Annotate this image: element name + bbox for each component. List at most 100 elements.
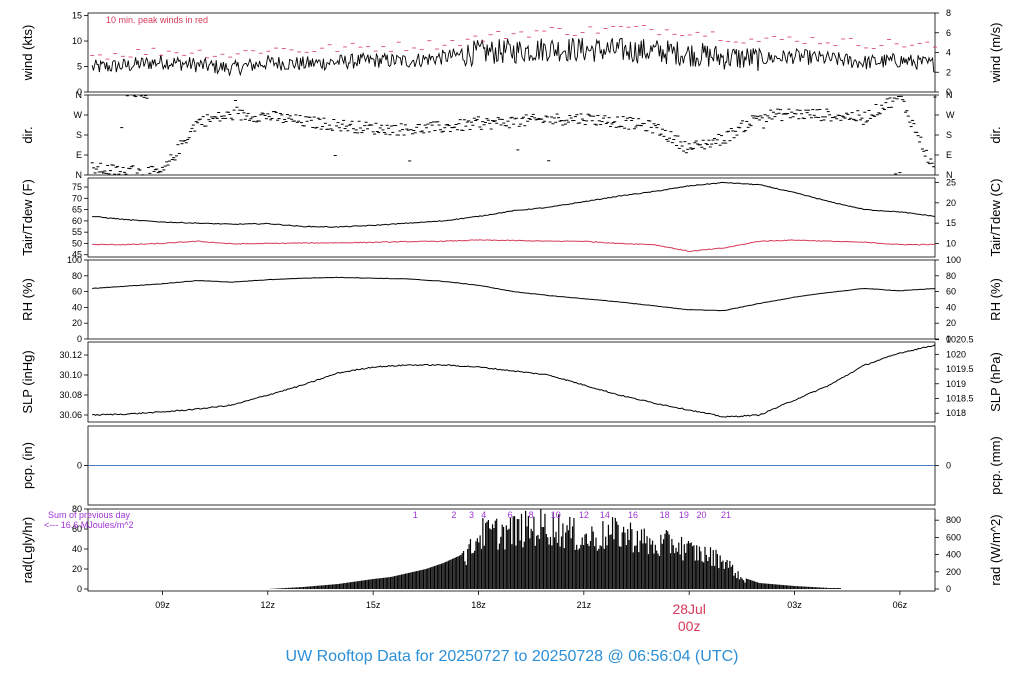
tick-label-right: 15	[946, 218, 956, 228]
tick-label-left: 55	[72, 227, 82, 237]
radiation-hour-label: 6	[508, 510, 513, 520]
tick-label-left: 30.06	[59, 410, 82, 420]
tick-label-left: 60	[72, 216, 82, 226]
tick-label-left: S	[76, 130, 82, 140]
tick-label-right: 10	[946, 238, 956, 248]
tick-label-right: 1018	[946, 408, 966, 418]
tick-label-left: 45	[72, 250, 82, 260]
tick-label-left: 10	[72, 36, 82, 46]
tick-label-left: 30.10	[59, 370, 82, 380]
date-marker-time: 00z	[678, 618, 701, 634]
tick-label-left: 0	[77, 461, 82, 471]
tick-label-left: 60	[72, 524, 82, 534]
tick-label-left: N	[76, 90, 83, 100]
tick-label-right: 25	[946, 178, 956, 188]
y-axis-label-right: RH (%)	[988, 278, 1003, 321]
radiation-hour-label: 1	[413, 510, 418, 520]
y-axis-label-left: rad(Lgly/hr)	[20, 517, 35, 583]
panel-frame-slp	[87, 341, 936, 423]
tick-label-right: 200	[946, 567, 961, 577]
tick-label-right: 800	[946, 515, 961, 525]
y-axis-label-left: Tair/Tdew (F)	[20, 179, 35, 256]
tick-label-left: E	[76, 150, 82, 160]
tick-label-left: 80	[72, 504, 82, 514]
panel-annotation-wind: 10 min. peak winds in red	[106, 15, 208, 25]
tick-label-left: 0	[77, 584, 82, 594]
tick-label-right: 1019	[946, 379, 966, 389]
tick-label-right: N	[946, 90, 953, 100]
tick-label-right: 400	[946, 550, 961, 560]
radiation-hour-label: 14	[600, 510, 610, 520]
tick-label-right: E	[946, 150, 952, 160]
tick-label-left: N	[76, 170, 83, 180]
panel-frame-dir	[87, 94, 936, 176]
radiation-hour-label: 10	[551, 510, 561, 520]
series-line-tair	[92, 181, 936, 228]
y-axis-label-left: SLP (inHg)	[20, 350, 35, 413]
x-tick-label: 18z	[471, 600, 486, 610]
tick-label-left: 5	[77, 62, 82, 72]
x-tick-label: 06z	[893, 600, 908, 610]
y-axis-label-left: pcp. (in)	[20, 442, 35, 489]
tick-label-right: 40	[946, 302, 956, 312]
radiation-hour-label: 4	[481, 510, 486, 520]
radiation-hour-label: 3	[469, 510, 474, 520]
y-axis-label-right: pcp. (mm)	[988, 436, 1003, 495]
tick-label-left: 50	[72, 238, 82, 248]
tick-label-right: 60	[946, 287, 956, 297]
radiation-hour-label: 2	[451, 510, 456, 520]
tick-label-right: N	[946, 170, 953, 180]
tick-label-right: 0	[946, 461, 951, 471]
panel-frame-temp	[87, 177, 936, 258]
chart-footer-title: UW Rooftop Data for 20250727 to 20250728…	[0, 648, 1024, 666]
radiation-hour-label: 18	[660, 510, 670, 520]
radiation-hour-label: 12	[579, 510, 589, 520]
tick-label-right: 4	[946, 48, 951, 58]
tick-label-left: 40	[72, 302, 82, 312]
series-line-wind-speed	[91, 37, 936, 77]
tick-label-left: 20	[72, 564, 82, 574]
tick-label-left: 30.12	[59, 350, 82, 360]
radiation-sum-annotation: Sum of previous day	[48, 510, 131, 520]
radiation-hour-label: 20	[696, 510, 706, 520]
tick-label-right: 8	[946, 8, 951, 18]
series-line-tdew	[92, 239, 936, 253]
tick-label-right: 1020	[946, 349, 966, 359]
y-axis-label-right: wind (m/s)	[988, 23, 1003, 84]
tick-label-right: 1019.5	[946, 364, 974, 374]
radiation-hour-label: 16	[628, 510, 638, 520]
tick-label-left: 75	[72, 182, 82, 192]
y-axis-label-right: rad (W/m^2)	[988, 514, 1003, 585]
tick-label-left: 100	[67, 255, 82, 265]
radiation-hour-label: 8	[529, 510, 534, 520]
radiation-hour-label: 19	[679, 510, 689, 520]
y-axis-label-right: SLP (hPa)	[988, 352, 1003, 412]
x-tick-label: 15z	[366, 600, 381, 610]
tick-label-right: 20	[946, 318, 956, 328]
tick-label-left: 20	[72, 318, 82, 328]
tick-label-right: 100	[946, 255, 961, 265]
x-tick-label: 03z	[787, 600, 802, 610]
tick-label-right: 2	[946, 67, 951, 77]
tick-label-right: 1020.5	[946, 335, 974, 345]
tick-label-right: 6	[946, 28, 951, 38]
tick-label-left: 70	[72, 193, 82, 203]
tick-label-right: 20	[946, 198, 956, 208]
radiation-hour-label: 21	[721, 510, 731, 520]
tick-label-right: 0	[946, 334, 951, 344]
y-axis-label-left: RH (%)	[20, 278, 35, 321]
tick-label-left: 30.08	[59, 390, 82, 400]
x-tick-label: 09z	[155, 600, 170, 610]
tick-label-left: 15	[72, 11, 82, 21]
tick-label-right: 80	[946, 271, 956, 281]
x-tick-label: 12z	[261, 600, 276, 610]
tick-label-right: 600	[946, 532, 961, 542]
tick-label-right: W	[946, 110, 955, 120]
tick-label-left: 60	[72, 287, 82, 297]
panel-frame-rad	[87, 508, 936, 592]
date-marker-label: 28Jul	[672, 601, 705, 617]
tick-label-right: 0	[946, 584, 951, 594]
y-axis-label-left: wind (kts)	[20, 25, 35, 82]
radiation-sum-annotation: <--- 16.6 MJoules/m^2	[44, 520, 134, 530]
